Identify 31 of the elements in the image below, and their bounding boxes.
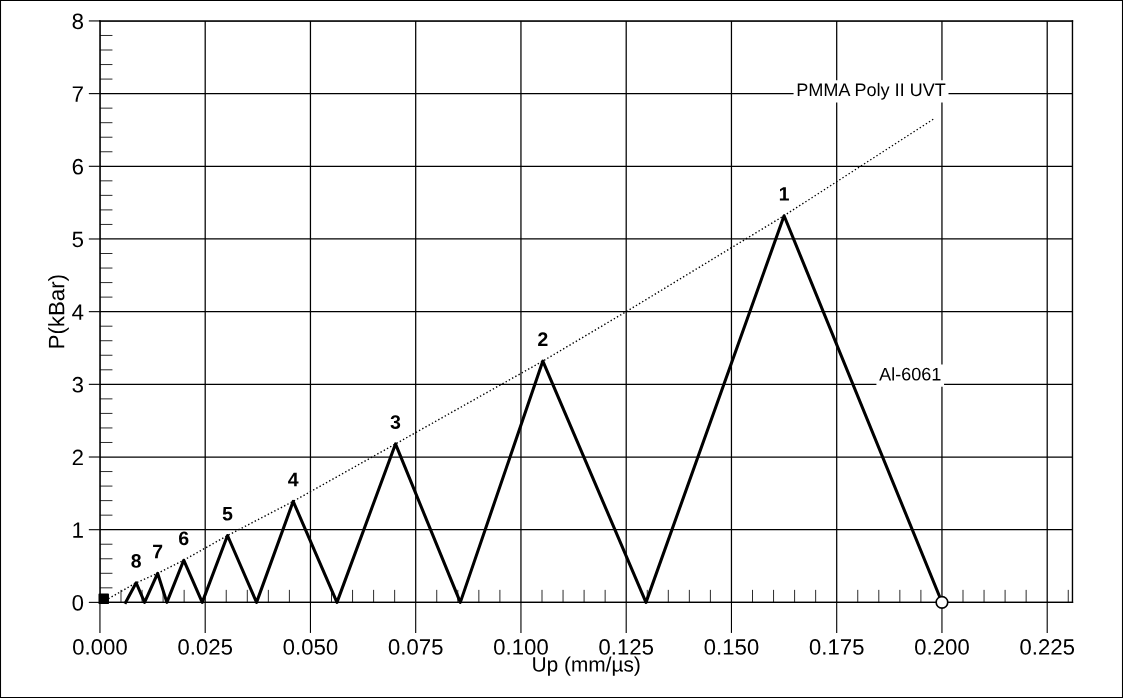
y-axis-title: P(kBar) — [48, 275, 69, 348]
y-tick-label: 4 — [72, 304, 84, 320]
y-tick-label: 8 — [72, 13, 84, 30]
x-axis-title: Up (mm/µs) — [533, 656, 640, 676]
x-tick-label: 0.125 — [599, 639, 654, 655]
y-tick-label: 5 — [72, 231, 84, 248]
y-tick-label: 7 — [72, 86, 83, 102]
annotation: 5 — [222, 506, 233, 521]
y-tick-label: 2 — [72, 449, 83, 466]
annotation: 8 — [131, 554, 141, 568]
x-tick-label: 0.075 — [388, 639, 443, 655]
annotation: 3 — [390, 415, 401, 430]
y-tick-label: 6 — [72, 158, 83, 175]
x-tick-label: 0.025 — [178, 639, 233, 655]
x-tick-label: 0.050 — [283, 639, 338, 655]
x-tick-label: 0.000 — [73, 639, 127, 655]
x-tick-label: 0.100 — [494, 639, 548, 655]
annotation: 7 — [153, 544, 163, 559]
annotation: 2 — [538, 332, 548, 346]
y-tick-label: 0 — [72, 594, 84, 611]
annotation: 1 — [779, 187, 789, 201]
x-tick-label: 0.225 — [1020, 639, 1075, 655]
y-tick-label: 1 — [73, 522, 83, 538]
annotation: 6 — [179, 531, 189, 546]
annotation: 4 — [288, 472, 299, 487]
x-tick-label: 0.150 — [704, 639, 759, 655]
y-tick-label: 3 — [72, 376, 83, 393]
x-tick-label: 0.200 — [915, 639, 969, 655]
x-tick-label: 0.175 — [809, 639, 864, 655]
series-label: Al-6061 — [879, 367, 941, 381]
series-label: PMMA Poly II UVT — [797, 82, 946, 100]
